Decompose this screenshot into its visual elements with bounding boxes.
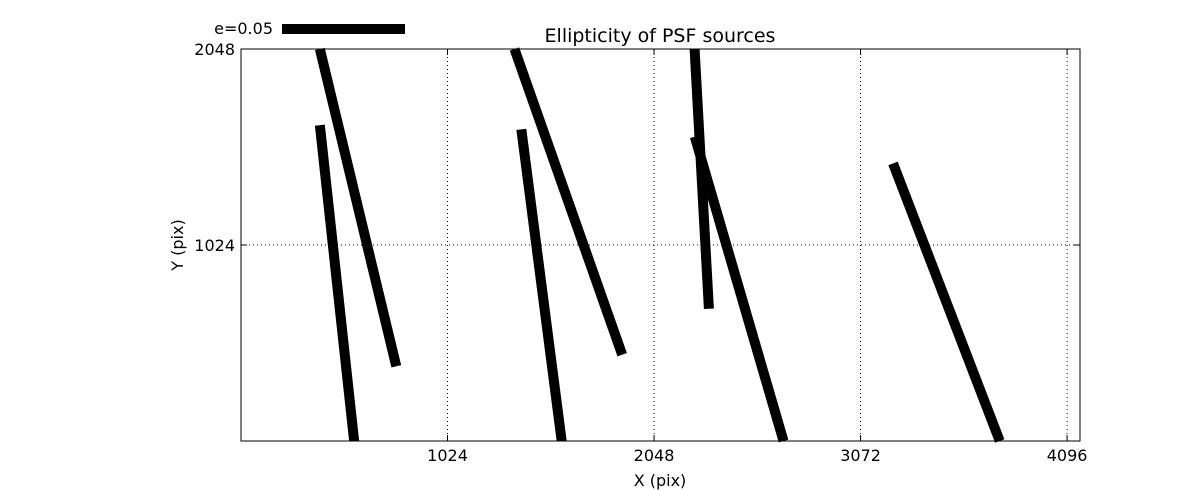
y-axis-label: Y (pix) [168, 219, 187, 271]
axis-ticks: 1024 2048 3072 4096 1024 2048 [194, 40, 1087, 465]
ellipticity-segment [888, 161, 1005, 443]
chart-title: Ellipticity of PSF sources [545, 25, 776, 47]
ellipticity-segment [314, 47, 402, 368]
x-tick-label: 4096 [1047, 446, 1088, 465]
x-tick-label: 2048 [634, 446, 675, 465]
ellipticity-segment [314, 124, 360, 442]
scale-key: e=0.05 [214, 19, 406, 38]
x-tick-label: 3072 [840, 446, 881, 465]
y-tick-label: 1024 [194, 236, 235, 255]
x-tick-label: 1024 [427, 446, 468, 465]
ellipticity-segment [509, 47, 627, 357]
y-tick-label: 2048 [194, 40, 235, 59]
grid [241, 48, 1080, 441]
ellipticity-segment [516, 128, 567, 442]
ellipticity-segment [689, 48, 714, 310]
ellipticity-segment [689, 135, 789, 443]
ellipticity-segments [314, 47, 1005, 443]
scale-key-label: e=0.05 [214, 19, 273, 38]
x-axis-label: X (pix) [634, 471, 687, 490]
